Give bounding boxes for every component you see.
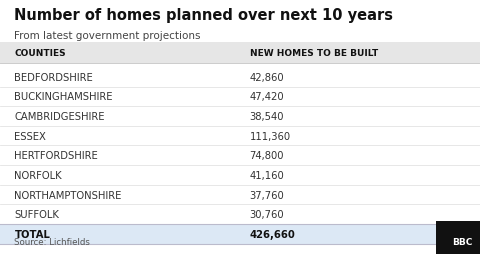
Text: NORTHAMPTONSHIRE: NORTHAMPTONSHIRE <box>14 190 122 200</box>
Text: From latest government projections: From latest government projections <box>14 30 201 40</box>
Text: Source: Lichfields: Source: Lichfields <box>14 237 90 246</box>
Text: SUFFOLK: SUFFOLK <box>14 209 59 219</box>
Text: HERTFORDSHIRE: HERTFORDSHIRE <box>14 151 98 161</box>
Text: 42,860: 42,860 <box>250 72 284 83</box>
Text: 38,540: 38,540 <box>250 112 284 122</box>
Text: 47,420: 47,420 <box>250 92 284 102</box>
Text: BBC: BBC <box>453 237 473 246</box>
Text: NEW HOMES TO BE BUILT: NEW HOMES TO BE BUILT <box>250 49 378 58</box>
Text: Number of homes planned over next 10 years: Number of homes planned over next 10 yea… <box>14 8 394 23</box>
Text: 111,360: 111,360 <box>250 131 291 141</box>
Text: TOTAL: TOTAL <box>14 229 50 239</box>
Bar <box>0 43 480 64</box>
Text: 30,760: 30,760 <box>250 209 284 219</box>
Bar <box>0 224 480 244</box>
Text: ESSEX: ESSEX <box>14 131 46 141</box>
Text: CAMBRIDGESHIRE: CAMBRIDGESHIRE <box>14 112 105 122</box>
Text: 426,660: 426,660 <box>250 229 295 239</box>
Text: 41,160: 41,160 <box>250 170 284 180</box>
Text: 37,760: 37,760 <box>250 190 284 200</box>
Text: BEDFORDSHIRE: BEDFORDSHIRE <box>14 72 93 83</box>
Text: COUNTIES: COUNTIES <box>14 49 66 58</box>
Text: 74,800: 74,800 <box>250 151 284 161</box>
Text: NORFOLK: NORFOLK <box>14 170 62 180</box>
Text: BUCKINGHAMSHIRE: BUCKINGHAMSHIRE <box>14 92 113 102</box>
